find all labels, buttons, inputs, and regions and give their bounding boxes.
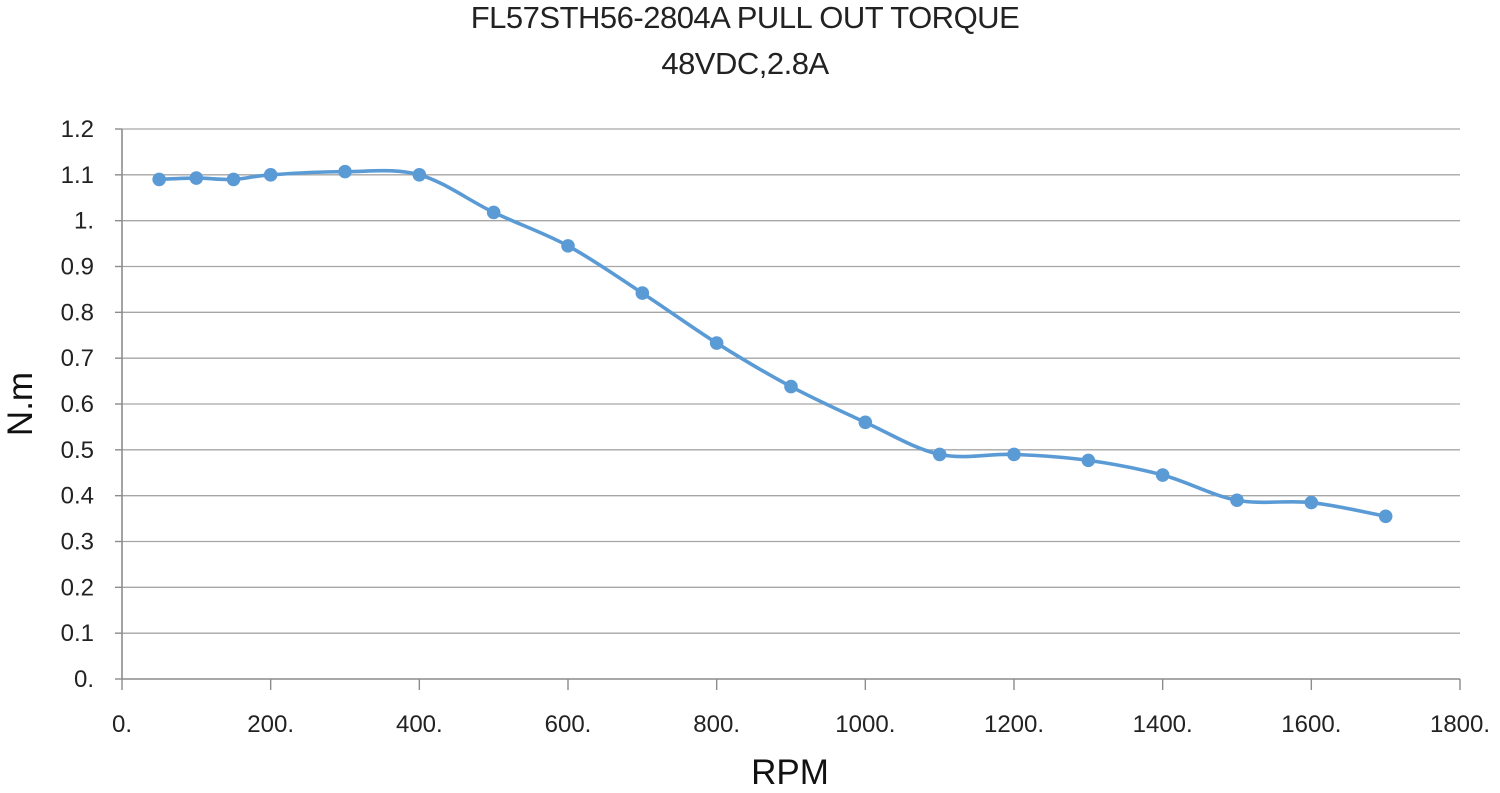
y-tick-label: 1.1 [61, 162, 94, 189]
x-tick-label: 1600. [1281, 711, 1341, 738]
chart-title: FL57STH56-2804A PULL OUT TORQUE [470, 0, 1020, 35]
data-point [784, 379, 798, 394]
y-tick-label: 0.2 [61, 574, 94, 601]
x-tick-label: 1000. [835, 711, 895, 738]
data-point [226, 172, 241, 187]
x-tick-label: 1800. [1430, 711, 1490, 738]
y-tick-label: 0.1 [61, 620, 94, 647]
data-point [1304, 495, 1319, 510]
y-tick-label: 0.7 [61, 345, 94, 372]
data-point [709, 336, 724, 350]
y-tick-label: 0.3 [61, 529, 94, 556]
data-point [932, 447, 947, 462]
data-point [412, 168, 427, 182]
x-tick-label: 0. [112, 711, 132, 738]
data-point [338, 164, 352, 179]
y-axis-tick-labels: 0. 0.1 0.2 0.3 0.4 0.5 0.6 0.7 0.8 0.9 1. 1.1 1.2 [61, 116, 94, 693]
chart-subtitle: 48VDC,2.8A [661, 46, 829, 81]
y-tick-label: 0.9 [61, 254, 94, 281]
x-axis-title: RPM [751, 753, 829, 792]
data-point [1081, 453, 1096, 468]
data-point [635, 286, 650, 300]
data-point [1230, 493, 1244, 508]
data-point [1155, 468, 1170, 482]
data-point [561, 239, 575, 253]
y-axis-title: N.m [1, 372, 40, 436]
x-tick-label: 600. [545, 711, 592, 738]
x-tick-label: 200. [247, 711, 294, 738]
axes [115, 128, 1461, 690]
x-tick-label: 1200. [984, 711, 1044, 738]
y-tick-label: 0.5 [61, 437, 94, 464]
data-point [1007, 447, 1021, 462]
data-point [858, 415, 873, 430]
y-tick-label: 0.8 [61, 299, 94, 326]
y-tick-label: 0.6 [61, 391, 94, 418]
series-torque [152, 164, 1393, 524]
data-point [486, 205, 501, 220]
y-tick-label: 1.2 [61, 116, 94, 143]
y-tick-label: 1. [74, 208, 94, 235]
series-line [157, 168, 1388, 519]
data-point [152, 172, 166, 187]
y-tick-label: 0. [74, 666, 94, 693]
x-axis-tick-labels: 0. 200. 400. 600. 800. 1000. 1200. 1400. 1600. 18… [112, 711, 1490, 738]
data-point [263, 168, 278, 182]
x-tick-label: 800. [693, 711, 740, 738]
y-tick-label: 0.4 [61, 483, 94, 510]
data-point [189, 171, 204, 185]
data-point [1378, 509, 1393, 524]
x-tick-label: 400. [396, 711, 443, 738]
x-tick-label: 1400. [1133, 711, 1193, 738]
